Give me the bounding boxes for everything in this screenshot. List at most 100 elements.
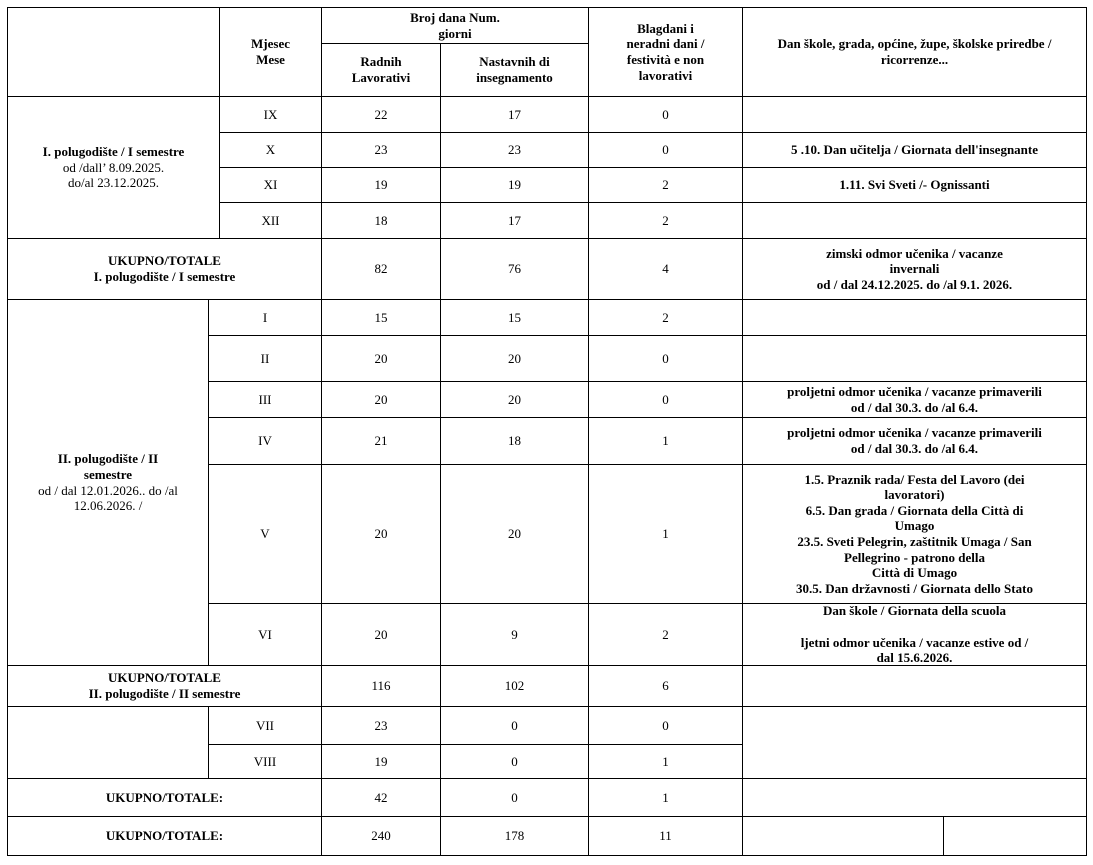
cell-text: 21: [374, 433, 388, 449]
cell-text: 0: [662, 717, 669, 733]
cell-text: X: [265, 142, 276, 158]
cell-text: 11: [659, 828, 672, 844]
cell-text: Mjesec Mese: [251, 36, 290, 67]
cell-text: 18: [508, 433, 521, 449]
cell-text: Radnih Lavorativi: [351, 54, 411, 85]
cell-text: 2: [662, 212, 669, 228]
semester2-total-radnih: 116: [321, 665, 441, 707]
cell-text: od /dall’ 8.09.2025. do/al 23.12.2025.: [62, 159, 165, 191]
cell-text: 1: [662, 789, 669, 805]
nastavnih-cell: 20: [440, 381, 589, 418]
cell-text: 20: [508, 391, 521, 407]
cell-text: 2: [662, 177, 669, 193]
radnih-cell: 21: [321, 417, 441, 465]
cell-text: Blagdani i neradni dani / festività e no…: [626, 20, 705, 83]
summer-total-label: UKUPNO/TOTALE:: [7, 778, 322, 817]
radnih-cell: 20: [321, 464, 441, 604]
radnih-cell: 20: [321, 381, 441, 418]
summer-label: [7, 706, 209, 779]
blagdani-cell: 0: [588, 706, 743, 745]
cell-text: 0: [662, 106, 669, 122]
cell-text: 42: [374, 789, 388, 805]
semester1-total-radnih: 82: [321, 238, 441, 300]
summer-note: [742, 706, 1087, 779]
cell-text: 1: [662, 753, 669, 769]
summer-total-radnih: 42: [321, 778, 441, 817]
cell-text: 9: [511, 626, 518, 642]
header-blagdani: Blagdani i neradni dani / festività e no…: [588, 7, 743, 97]
radnih-cell: 22: [321, 96, 441, 133]
note-cell: 1.5. Praznik rada/ Festa del Lavoro (dei…: [742, 464, 1087, 604]
header-empty-cell: [7, 7, 220, 97]
blagdani-cell: 1: [588, 417, 743, 465]
cell-text: 0: [511, 789, 518, 805]
nastavnih-cell: 20: [440, 464, 589, 604]
grand-total-radnih: 240: [321, 816, 441, 856]
semester1-total-nastavnih: 76: [440, 238, 589, 300]
cell-text: VII: [255, 717, 275, 733]
cell-text: 76: [508, 261, 521, 277]
semester2-label: II. polugodište / II semestre od / dal 12…: [7, 299, 209, 666]
cell-text: 116: [371, 678, 391, 694]
cell-text: 23: [374, 717, 388, 733]
cell-text: 15: [374, 309, 388, 325]
cell-text: Dan škole, grada, općine, župe, školske …: [777, 36, 1052, 67]
cell-text: 20: [508, 526, 521, 542]
nastavnih-cell: 20: [440, 335, 589, 382]
cell-text: III: [258, 391, 272, 407]
cell-text: IV: [258, 433, 272, 449]
cell-text: 240: [371, 828, 391, 844]
header-radnih: Radnih Lavorativi: [321, 43, 441, 97]
blagdani-cell: 0: [588, 96, 743, 133]
cell-text: proljetni odmor učenika / vacanze primav…: [787, 383, 1042, 415]
nastavnih-cell: 0: [440, 706, 589, 745]
cell-text: zimski odmor učenika / vacanze invernali…: [816, 245, 1013, 292]
cell-text: 19: [374, 177, 388, 193]
nastavnih-cell: 17: [440, 202, 589, 239]
cell-text: 20: [374, 626, 388, 642]
cell-text: 0: [662, 391, 669, 407]
nastavnih-cell: 18: [440, 417, 589, 465]
note-cell: 1.11. Svi Sveti /- Ognissanti: [742, 167, 1087, 203]
cell-text: 5 .10. Dan učitelja / Giornata dell'inse…: [791, 142, 1038, 158]
cell-text: 1.5. Praznik rada/ Festa del Lavoro (dei…: [796, 471, 1033, 596]
blagdani-cell: 1: [588, 464, 743, 604]
month-cell: V: [208, 464, 322, 604]
cell-text: UKUPNO/TOTALE: [108, 253, 221, 269]
cell-text: 18: [374, 212, 388, 228]
cell-text: 23: [374, 142, 388, 158]
month-cell: VIII: [208, 744, 322, 779]
header-broj-dana: Broj dana Num. giorni: [321, 7, 589, 44]
month-cell: IV: [208, 417, 322, 465]
grand-total-blagdani: 11: [588, 816, 743, 856]
radnih-cell: 23: [321, 706, 441, 745]
nastavnih-cell: 23: [440, 132, 589, 168]
cell-text: Nastavnih di insegnamento: [476, 54, 553, 85]
blagdani-cell: 2: [588, 202, 743, 239]
cell-text: 102: [504, 678, 525, 694]
cell-text: 2: [662, 626, 669, 642]
cell-text: proljetni odmor učenika / vacanze primav…: [787, 425, 1042, 456]
cell-text: I: [262, 309, 268, 325]
month-cell: XII: [219, 202, 322, 239]
cell-text: 2: [662, 309, 669, 325]
cell-text: 0: [662, 142, 669, 158]
semester1-total-label: UKUPNO/TOTALE I. polugodište / I semestre: [7, 238, 322, 300]
month-cell: II: [208, 335, 322, 382]
cell-text: IX: [263, 106, 278, 122]
nastavnih-cell: 0: [440, 744, 589, 779]
cell-text: II: [260, 350, 270, 366]
cell-text: 1.11. Svi Sveti /- Ognissanti: [839, 177, 990, 193]
cell-text: 20: [374, 526, 388, 542]
cell-text: VI: [258, 626, 272, 642]
cell-text: UKUPNO/TOTALE: [108, 670, 221, 686]
note-cell: proljetni odmor učenika / vacanze primav…: [742, 417, 1087, 465]
cell-text: 20: [508, 350, 521, 366]
cell-text: 23: [508, 142, 521, 158]
cell-text: UKUPNO/TOTALE:: [105, 828, 224, 844]
cell-text: II. polugodište / II semestre: [88, 686, 241, 701]
blagdani-cell: 1: [588, 744, 743, 779]
nastavnih-cell: 17: [440, 96, 589, 133]
note-cell: Dan škole / Giornata della scuola ljetni…: [742, 603, 1087, 666]
note-cell: 5 .10. Dan učitelja / Giornata dell'inse…: [742, 132, 1087, 168]
